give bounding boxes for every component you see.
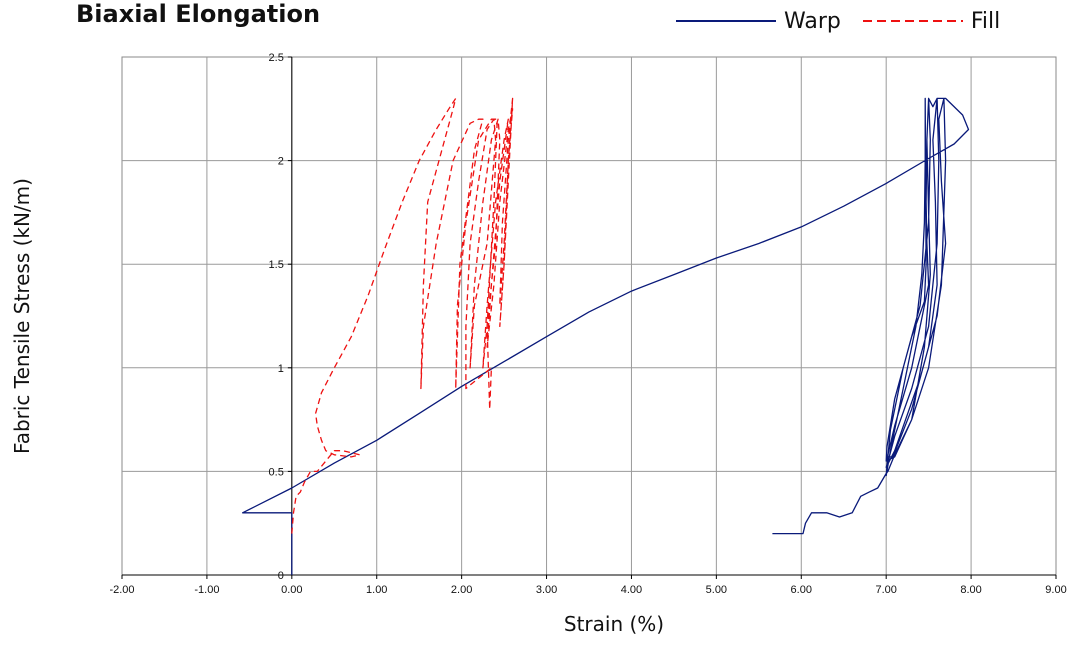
y-tick-label: 2.5 (269, 52, 284, 64)
legend-swatch-fill (862, 20, 963, 22)
x-tick-label: 7.00 (875, 584, 896, 596)
y-tick-label: 1.5 (269, 259, 284, 271)
x-tick-label: 5.00 (706, 584, 727, 596)
chart-title: Biaxial Elongation (76, 0, 321, 28)
legend-swatch-warp (676, 20, 776, 22)
series-line-warp (241, 97, 970, 575)
x-tick-label: 0.00 (281, 584, 302, 596)
x-tick-label: 9.00 (1045, 584, 1066, 596)
x-tick-label: -2.00 (109, 584, 134, 596)
x-axis-label: Strain (%) (563, 612, 665, 636)
legend-item-fill: Fill (862, 8, 1001, 34)
y-tick-label: 1 (278, 363, 284, 375)
legend-item-warp: Warp (676, 9, 841, 34)
x-tick-label: 1.00 (366, 584, 387, 596)
grid-lines (122, 57, 1056, 575)
plot-area-border (121, 56, 1057, 576)
x-tick-label: 6.00 (791, 584, 812, 596)
y-tick-label: 0 (278, 570, 284, 582)
y-tick-label: 2 (278, 156, 284, 168)
x-tick-label: -1.00 (194, 584, 219, 596)
y-tick-label: 0.5 (269, 466, 284, 478)
x-tick-label: 2.00 (451, 584, 472, 596)
axes (121, 56, 1057, 579)
x-tick-label: 3.00 (536, 584, 557, 596)
x-tick-label: 8.00 (960, 584, 981, 596)
series-line-fill (291, 97, 514, 534)
legend: Warp Fill (676, 6, 1022, 36)
tick-labels: -2.00 -1.00 0.00 1.00 2.00 3.00 4.00 5.00 6.00 7.… (109, 52, 1066, 596)
series-lines (241, 97, 970, 575)
x-tick-label: 4.00 (621, 584, 642, 596)
legend-label-fill: Fill (970, 8, 1001, 34)
legend-label-warp: Warp (784, 8, 841, 34)
